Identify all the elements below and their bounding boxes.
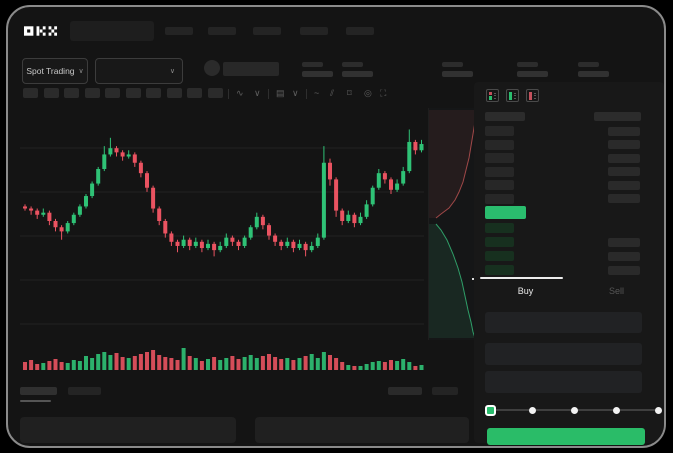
indicators-icon[interactable]: ∿ [236, 88, 244, 98]
toolbar-divider [306, 89, 307, 99]
nav-item-placeholder[interactable] [346, 27, 374, 35]
book-asks-icon[interactable] [526, 89, 539, 102]
depth-chart[interactable] [428, 108, 479, 340]
interval-button-placeholder[interactable] [125, 88, 141, 98]
chevron-down-icon: ∨ [78, 68, 84, 75]
chevron-down-icon: ∨ [169, 68, 175, 75]
interval-button-placeholder[interactable] [146, 88, 161, 98]
candlestick-chart[interactable] [20, 111, 424, 339]
bid-amount-placeholder [608, 237, 640, 247]
bid-amount-placeholder [608, 265, 640, 275]
interval-button-placeholder[interactable] [84, 88, 100, 98]
ask-amount-placeholder [608, 167, 640, 176]
interval-button-placeholder[interactable] [166, 88, 182, 98]
volume-svg [23, 348, 424, 370]
ask-price-placeholder[interactable] [485, 139, 514, 150]
bid-price-placeholder[interactable] [485, 237, 514, 247]
stat-label-placeholder [442, 62, 463, 67]
coin-icon [204, 60, 220, 76]
okx-logo[interactable] [24, 24, 60, 38]
stat-value-placeholder [302, 71, 333, 77]
chevron-down-icon[interactable]: ∨ [292, 88, 299, 98]
slider-stop[interactable] [570, 406, 578, 414]
slider-stop[interactable] [612, 406, 620, 414]
pair-search-dropdown[interactable]: ∨ [95, 58, 183, 84]
chevron-down-icon[interactable]: ∨ [254, 88, 261, 98]
book-bids-icon[interactable] [506, 89, 519, 102]
bid-price-placeholder[interactable] [485, 265, 514, 275]
order-history-panel [255, 417, 469, 443]
order-book-amount-header [594, 112, 641, 121]
depth-svg [429, 109, 479, 339]
bottom-tab-1[interactable] [20, 387, 57, 395]
bottom-action-placeholder-1[interactable] [388, 387, 422, 395]
interval-button-placeholder[interactable] [187, 88, 202, 98]
amount-input[interactable] [485, 343, 642, 365]
stat-label-placeholder [517, 62, 538, 67]
interval-button-placeholder[interactable] [105, 88, 120, 98]
stat-label-placeholder [342, 62, 363, 67]
ask-amount-placeholder [608, 126, 640, 136]
volume-pane[interactable] [20, 343, 424, 373]
ask-amount-placeholder [608, 140, 640, 149]
app-window: Spot Trading ∨ ∨ ∿ ∨ ▤ ∨ ~ ⫽ ⌑ ◎ ⛶ Buy Sell [6, 5, 666, 448]
interval-button-placeholder[interactable] [207, 88, 223, 98]
market-type-label: Spot Trading [26, 66, 75, 76]
active-tab-indicator [480, 277, 563, 279]
tab-sell[interactable]: Sell [608, 286, 624, 296]
last-price-badge[interactable] [485, 206, 526, 219]
price-input[interactable] [485, 312, 642, 333]
buy-submit-button[interactable] [487, 428, 645, 445]
ask-price-placeholder[interactable] [485, 153, 514, 163]
stat-label-placeholder [302, 62, 323, 67]
ask-amount-placeholder [608, 153, 640, 163]
total-input[interactable] [485, 371, 642, 393]
nav-item-placeholder[interactable] [300, 27, 328, 35]
ask-price-placeholder[interactable] [485, 166, 514, 177]
ask-amount-placeholder [608, 194, 640, 203]
ask-amount-placeholder [608, 180, 640, 190]
candles-svg [20, 129, 424, 325]
ask-price-placeholder[interactable] [485, 126, 514, 136]
pair-name-placeholder[interactable] [223, 62, 279, 76]
market-type-dropdown[interactable]: Spot Trading ∨ [22, 58, 88, 84]
interval-button-placeholder[interactable] [64, 88, 79, 98]
ask-price-placeholder[interactable] [485, 180, 514, 190]
okx-logo-mark [24, 26, 58, 36]
tab-buy[interactable]: Buy [517, 286, 534, 296]
toolbar-divider [228, 89, 229, 99]
nav-item-placeholder[interactable] [253, 27, 281, 35]
bottom-action-placeholder-2[interactable] [432, 387, 458, 395]
stat-value-placeholder [578, 71, 609, 77]
bid-price-placeholder[interactable] [485, 251, 514, 261]
chart-style-icon[interactable]: ▤ [276, 88, 285, 98]
search-input[interactable] [70, 21, 154, 41]
order-book-price-header [485, 112, 525, 121]
slider-stop[interactable] [654, 406, 662, 414]
slider-handle[interactable] [484, 404, 496, 416]
bottom-active-tab-underline [20, 400, 51, 402]
book-both-icon[interactable] [486, 89, 499, 102]
stat-label-placeholder [578, 62, 599, 67]
bid-amount-placeholder [608, 251, 640, 261]
nav-item-placeholder[interactable] [208, 27, 236, 35]
slider-stop[interactable] [528, 406, 536, 414]
screenshot-icon[interactable]: ⌑ [347, 88, 352, 98]
stat-value-placeholder [342, 71, 373, 77]
stat-value-placeholder [442, 71, 473, 77]
draw-tools-icon[interactable]: ⫽ [330, 88, 335, 98]
bid-price-placeholder[interactable] [485, 223, 514, 233]
toolbar-divider [268, 89, 269, 99]
chart-settings-icon[interactable]: ◎ [364, 88, 372, 98]
bottom-tab-2[interactable] [68, 387, 101, 395]
ask-price-placeholder[interactable] [485, 193, 514, 204]
open-orders-panel [20, 417, 236, 443]
nav-item-placeholder[interactable] [165, 27, 193, 35]
interval-button-placeholder[interactable] [23, 88, 38, 98]
trendline-tool-icon[interactable]: ~ [314, 88, 320, 98]
stat-value-placeholder [517, 71, 548, 77]
interval-button-placeholder[interactable] [43, 88, 59, 98]
fullscreen-icon[interactable]: ⛶ [380, 88, 387, 98]
